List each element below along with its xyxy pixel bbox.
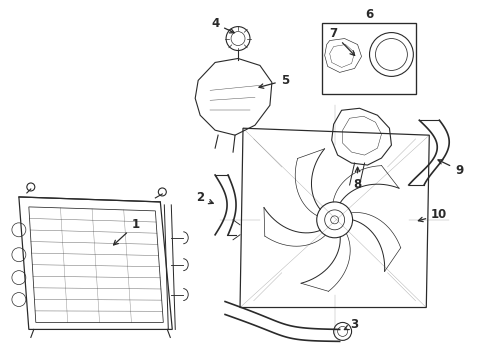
Bar — [322, 23, 416, 94]
Text: 3: 3 — [344, 318, 359, 331]
Text: 7: 7 — [330, 27, 355, 55]
Text: 9: 9 — [438, 160, 464, 176]
Text: 10: 10 — [418, 208, 447, 222]
Text: 1: 1 — [114, 218, 140, 245]
Text: 5: 5 — [259, 74, 289, 88]
Text: 4: 4 — [211, 17, 234, 33]
Text: 2: 2 — [196, 192, 213, 204]
Text: 6: 6 — [366, 8, 374, 21]
Text: 8: 8 — [353, 167, 362, 192]
